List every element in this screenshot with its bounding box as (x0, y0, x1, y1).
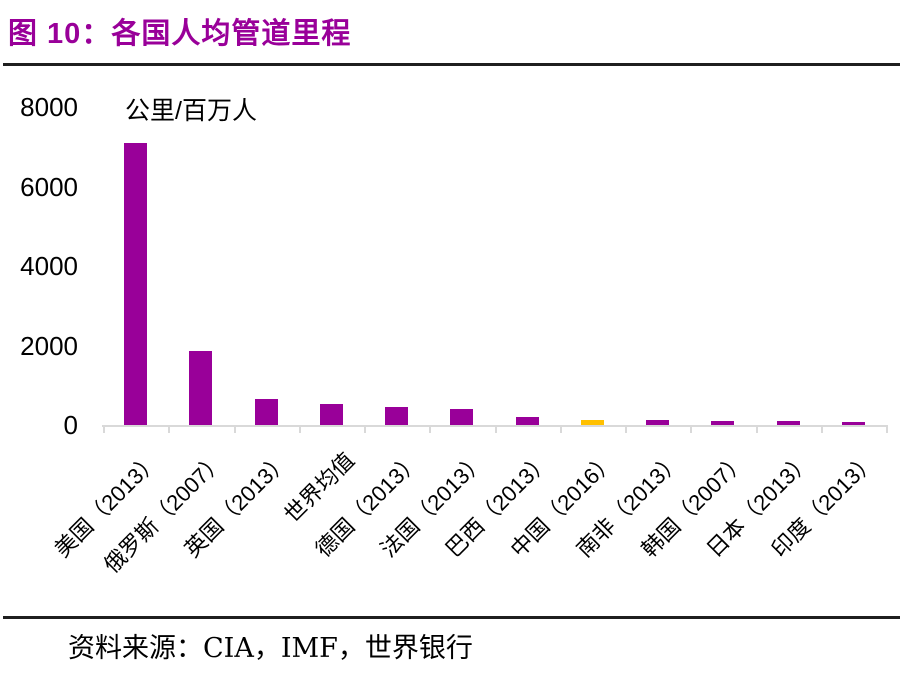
bar (254, 398, 278, 425)
bar (646, 420, 670, 425)
y-axis-label: 8000 (20, 92, 78, 122)
bar (711, 420, 735, 425)
x-axis-tick (103, 427, 105, 433)
bar (319, 403, 343, 425)
x-axis-tick (233, 427, 236, 433)
bar (450, 409, 474, 425)
x-axis-tick (820, 427, 823, 433)
source-rule (3, 616, 900, 619)
bar-highlight (580, 420, 604, 425)
x-axis-tick (494, 427, 497, 433)
bar (124, 142, 148, 425)
bar (776, 421, 800, 425)
y-axis-label: 4000 (20, 251, 78, 281)
x-axis-tick (168, 427, 171, 433)
bar (841, 421, 865, 425)
x-axis-tick (429, 427, 432, 433)
x-axis-tick (298, 427, 301, 433)
source-text: 资料来源：CIA，IMF，世界银行 (68, 633, 473, 664)
x-axis-tick (625, 427, 627, 433)
x-axis-tick (886, 427, 888, 433)
title-rule (3, 63, 900, 66)
x-axis-tick (364, 427, 366, 433)
y-axis-label: 6000 (20, 171, 78, 202)
x-axis-tick (755, 427, 758, 433)
x-axis-tick (559, 427, 562, 433)
unit-label: 公里/百万人 (125, 97, 257, 125)
y-axis-label: 2000 (20, 330, 78, 361)
bar (189, 351, 213, 425)
bar (515, 417, 539, 425)
figure-title: 图 10：各国人均管道里程 (8, 18, 352, 50)
x-axis-tick (690, 427, 693, 433)
x-axis-line (102, 425, 888, 427)
bar (385, 407, 409, 425)
y-axis-label: 0 (63, 410, 78, 440)
